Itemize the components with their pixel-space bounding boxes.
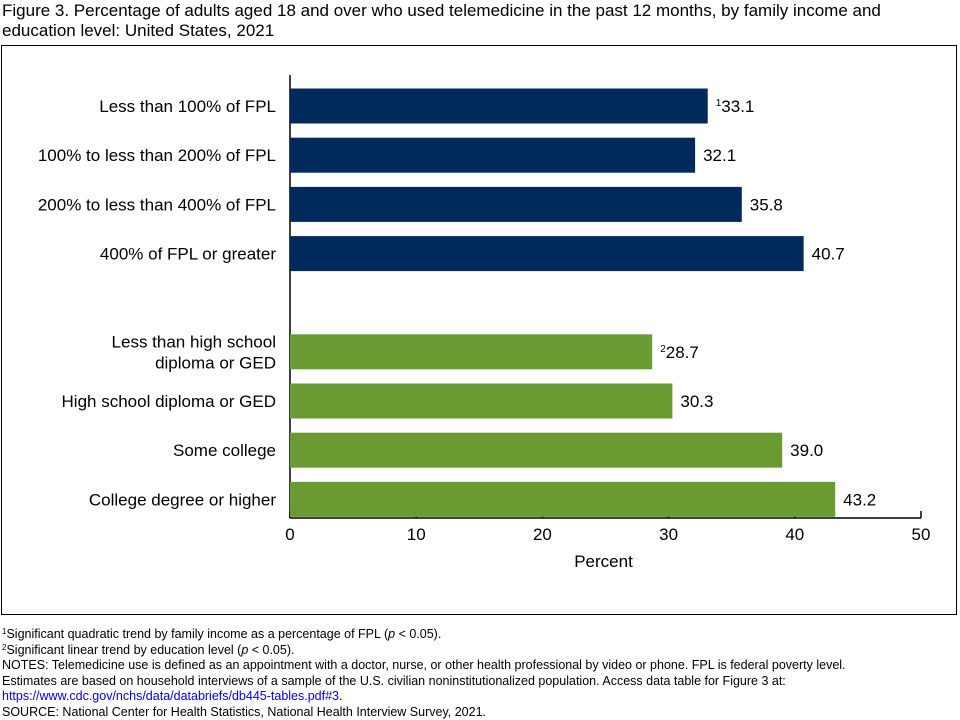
- value-label-1-3: 43.2: [843, 490, 876, 509]
- notes-line-2: Estimates are based on household intervi…: [2, 673, 786, 688]
- x-tick-label-0: 0: [285, 525, 294, 544]
- data-table-link-line: https://www.cdc.gov/nchs/data/databriefs…: [2, 689, 957, 705]
- footnote-2: 2Significant linear trend by education l…: [2, 643, 957, 659]
- category-label-1-2: Some college: [173, 441, 276, 460]
- value-label-1-0: 228.7: [660, 343, 699, 362]
- bar-0-1: [290, 137, 696, 173]
- value-marker-1-0: 2: [660, 344, 666, 355]
- value-label-0-2: 35.8: [750, 195, 783, 214]
- figure-title: Figure 3. Percentage of adults aged 18 a…: [2, 1, 881, 40]
- footnote-2-text-b: < 0.05).: [248, 642, 295, 657]
- bar-1-3: [290, 481, 836, 517]
- footnote-2-p: p: [241, 642, 249, 657]
- notes-line-1: NOTES: Telemedicine use is defined as an…: [2, 658, 846, 672]
- footnote-1-text-b: < 0.05).: [395, 627, 442, 641]
- value-label-1-2: 39.0: [790, 441, 823, 460]
- bar-0-0: [290, 88, 708, 124]
- bar-chart: 0 10 20 30 40 50 Percent Less than 100% of FPL 1…: [38, 75, 931, 571]
- x-tick-label-4: 40: [785, 525, 804, 544]
- footnote-2-text-a: Significant linear trend by education le…: [6, 642, 242, 657]
- category-label-0-2: 200% to less than 400% of FPL: [38, 195, 276, 214]
- footnotes: 1Significant quadratic trend by family i…: [2, 627, 957, 720]
- category-label-1-3: College degree or higher: [89, 490, 276, 509]
- bar-0-3: [290, 236, 804, 272]
- source-line: SOURCE: National Center for Health Stati…: [2, 704, 487, 719]
- value-label-1-1: 30.3: [680, 392, 713, 411]
- footnote-1-marker: 1: [2, 627, 7, 636]
- bar-1-1: [290, 383, 673, 419]
- chart-frame: 0 10 20 30 40 50 Percent Less than 100% of FPL 1…: [1, 45, 957, 615]
- category-label-0-3: 400% of FPL or greater: [100, 245, 276, 264]
- category-label-0-0: Less than 100% of FPL: [99, 97, 276, 116]
- x-tick-label-2: 20: [533, 525, 552, 544]
- value-label-0-1: 32.1: [703, 146, 736, 165]
- footnote-1-p: p: [388, 627, 396, 641]
- value-number-1-0: 28.7: [666, 343, 699, 362]
- value-label-0-3: 40.7: [812, 245, 845, 264]
- x-tick-label-3: 30: [659, 525, 678, 544]
- bar-1-0: [290, 334, 653, 370]
- value-label-0-0: 133.1: [716, 97, 755, 116]
- bar-1-2: [290, 432, 783, 468]
- category-label-1-0-line-1: diploma or GED: [155, 353, 276, 372]
- x-axis-title: Percent: [574, 552, 633, 571]
- x-tick-label-1: 10: [407, 525, 426, 544]
- bar-0-2: [290, 186, 742, 222]
- value-number-0-0: 33.1: [721, 97, 754, 116]
- value-marker-0-0: 1: [716, 98, 722, 109]
- footnote-2-marker: 2: [2, 642, 7, 652]
- footnote-1-text-a: Significant quadratic trend by family in…: [6, 627, 389, 641]
- link-suffix: .: [339, 689, 343, 703]
- footnote-1: 1Significant quadratic trend by family i…: [2, 627, 957, 643]
- data-table-link[interactable]: https://www.cdc.gov/nchs/data/databriefs…: [2, 689, 340, 703]
- category-label-1-1: High school diploma or GED: [62, 392, 276, 411]
- category-label-0-1: 100% to less than 200% of FPL: [38, 146, 276, 165]
- x-tick-label-5: 50: [912, 525, 931, 544]
- category-label-1-0-line-0: Less than high school: [112, 332, 276, 351]
